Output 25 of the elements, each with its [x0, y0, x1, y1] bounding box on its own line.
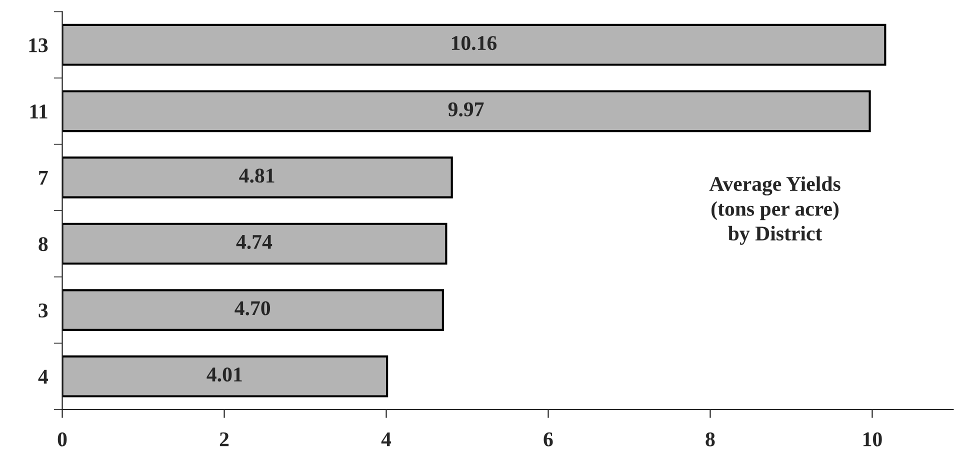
data-label: 4.74 [236, 235, 272, 250]
x-tick-label: 4 [381, 432, 392, 446]
x-tick-label: 2 [220, 432, 229, 446]
data-label: 4.81 [239, 168, 274, 183]
y-tick-label: 13 [29, 38, 48, 52]
bar [62, 289, 444, 331]
x-tick-label: 8 [706, 432, 715, 446]
y-tick-label: 4 [38, 370, 48, 384]
data-label: 4.70 [234, 301, 270, 316]
x-tick-label: 6 [544, 432, 553, 446]
data-label: 10.16 [452, 36, 497, 50]
bar [62, 222, 448, 265]
text: Average Yields (tons per acre) by District [709, 176, 840, 245]
data-label: 4.01 [206, 368, 242, 382]
bar [62, 156, 453, 198]
bar [62, 355, 388, 398]
bar [62, 90, 871, 132]
data-label: 9.97 [448, 102, 484, 116]
y-tick-label: 3 [38, 303, 48, 318]
y-tick-label: 8 [38, 237, 48, 252]
bar [62, 24, 886, 66]
y-tick-label: 11 [30, 104, 48, 118]
x-tick-label: 0 [58, 432, 67, 446]
y-tick-label: 7 [39, 171, 48, 185]
x-tick-label: 10 [863, 432, 882, 446]
